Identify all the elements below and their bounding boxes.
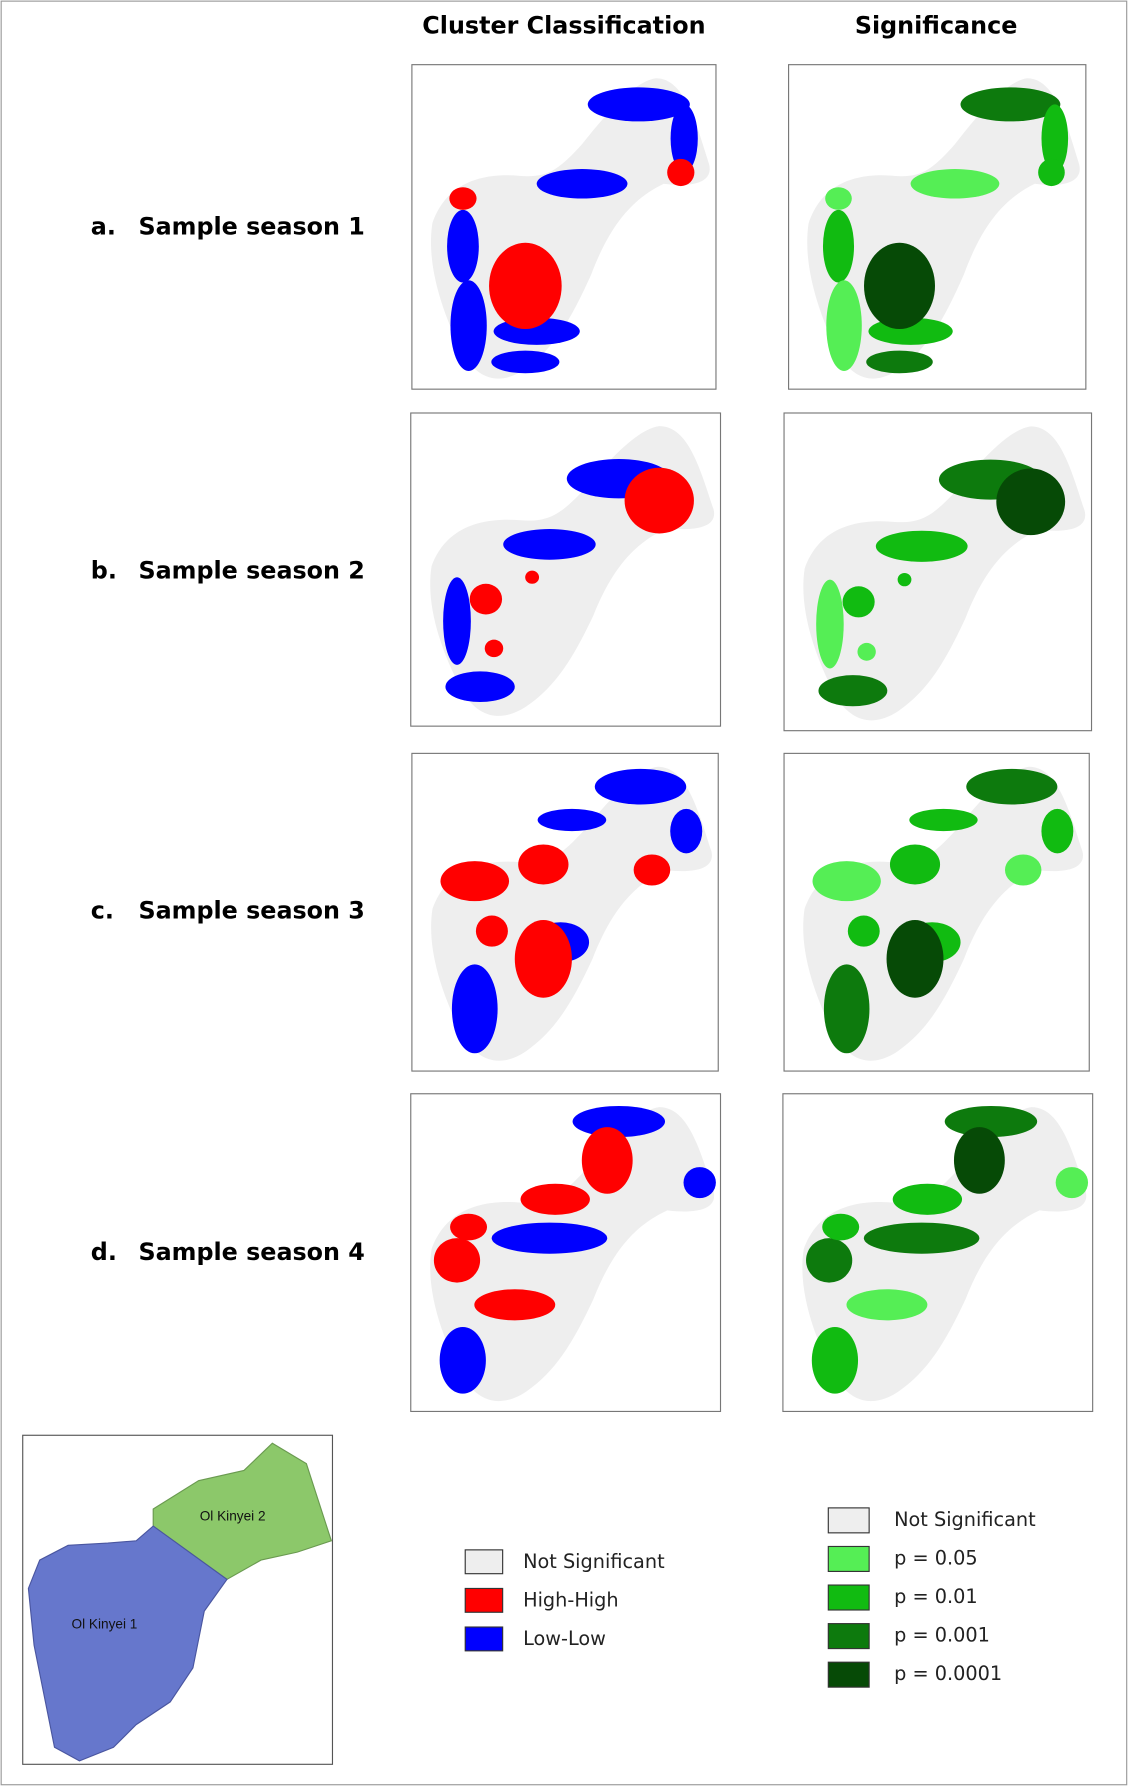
cluster-patch (843, 586, 875, 617)
cluster-patch (447, 210, 479, 283)
cluster-patch (670, 809, 702, 853)
legend-label: p = 0.01 (894, 1585, 978, 1608)
cluster-patch (525, 571, 539, 584)
cluster-patch (537, 169, 628, 198)
cluster-patch (966, 769, 1057, 805)
legend-label: p = 0.0001 (894, 1662, 1002, 1685)
cluster-patch (813, 861, 881, 901)
cluster-patch (887, 920, 944, 998)
cluster-patch (866, 351, 933, 374)
legend-swatch (465, 1550, 502, 1574)
legend-swatch (828, 1546, 869, 1571)
cluster-patch (503, 529, 595, 560)
cluster-patch (876, 531, 968, 562)
cluster-patch (898, 573, 912, 586)
legend-swatch (828, 1585, 869, 1610)
column-title: Significance (855, 12, 1018, 40)
cluster-patch (449, 187, 476, 210)
cluster-patch (450, 280, 486, 371)
map-panel (411, 413, 721, 726)
row-label: Sample season 2 (138, 556, 364, 584)
cluster-patch (440, 1327, 486, 1394)
row-letter: c. (91, 897, 114, 925)
cluster-patch (824, 964, 870, 1053)
cluster-patch (491, 351, 559, 374)
cluster-patch (440, 861, 509, 901)
row-letter: b. (91, 556, 117, 584)
cluster-patch (812, 1327, 858, 1394)
cluster-patch (1005, 854, 1041, 885)
legend-swatch (828, 1662, 869, 1687)
cluster-patch (667, 159, 694, 186)
cluster-patch (492, 1223, 608, 1254)
map-panel (783, 1094, 1093, 1412)
row-label: Sample season 1 (138, 213, 364, 241)
row-letter: a. (91, 213, 116, 241)
legend-swatch (465, 1588, 502, 1612)
row-label: Sample season 4 (138, 1238, 364, 1266)
figure: Cluster Classification Significance a. S… (0, 0, 1129, 1787)
cluster-patch (518, 844, 568, 884)
cluster-patch (893, 1184, 962, 1215)
row-label: Sample season 3 (138, 897, 364, 925)
cluster-patch (470, 584, 502, 615)
cluster-patch (1038, 159, 1065, 186)
cluster-patch (434, 1238, 480, 1282)
cluster-patch (818, 675, 887, 706)
legend-label: Not Significant (894, 1508, 1036, 1531)
map-panel (412, 65, 716, 389)
cluster-patch (954, 1127, 1005, 1194)
cluster-patch (909, 809, 977, 831)
row-letter: d. (91, 1238, 117, 1266)
cluster-patch (826, 280, 861, 371)
cluster-patch (515, 920, 572, 998)
cluster-patch (684, 1167, 716, 1198)
cluster-patch (816, 580, 844, 669)
cluster-patch (474, 1289, 555, 1320)
cluster-patch (443, 577, 471, 665)
cluster-patch (846, 1289, 927, 1320)
region-label: Ol Kinyei 1 (72, 1616, 138, 1631)
map-panel (784, 753, 1089, 1071)
cluster-patch (595, 769, 686, 805)
legend-label: p = 0.05 (894, 1546, 978, 1569)
cluster-patch (1056, 1167, 1088, 1198)
legend-label: p = 0.001 (894, 1624, 990, 1647)
cluster-patch (625, 468, 694, 534)
cluster-patch (806, 1238, 852, 1282)
cluster-patch (848, 916, 880, 947)
legend-swatch (828, 1624, 869, 1649)
cluster-patch (582, 1127, 633, 1194)
map-panel (789, 65, 1086, 389)
cluster-patch (485, 640, 503, 658)
column-title: Cluster Classification (422, 12, 705, 40)
cluster-patch (452, 964, 498, 1053)
cluster-patch (1041, 809, 1073, 853)
cluster-patch (489, 243, 562, 329)
legend-label: High-High (523, 1588, 619, 1611)
cluster-patch (996, 469, 1065, 536)
legend-swatch (465, 1627, 502, 1651)
cluster-patch (476, 916, 508, 947)
cluster-patch (864, 243, 935, 329)
cluster-patch (911, 169, 1000, 198)
cluster-patch (823, 210, 854, 283)
cluster-patch (634, 854, 671, 885)
legend-label: Not Significant (523, 1550, 665, 1573)
cluster-patch (445, 671, 514, 702)
cluster-patch (538, 809, 607, 831)
cluster-patch (822, 1214, 859, 1241)
cluster-patch (857, 643, 875, 661)
map-panel (784, 413, 1091, 731)
legend-swatch (828, 1508, 869, 1533)
cluster-patch (521, 1184, 590, 1215)
cluster-patch (890, 844, 940, 884)
cluster-patch (864, 1223, 980, 1254)
region-label: Ol Kinyei 2 (200, 1509, 266, 1524)
legend-label: Low-Low (523, 1627, 606, 1650)
map-panel (411, 1094, 721, 1412)
map-panel (412, 753, 718, 1071)
cluster-patch (450, 1214, 487, 1241)
cluster-patch (825, 187, 852, 210)
